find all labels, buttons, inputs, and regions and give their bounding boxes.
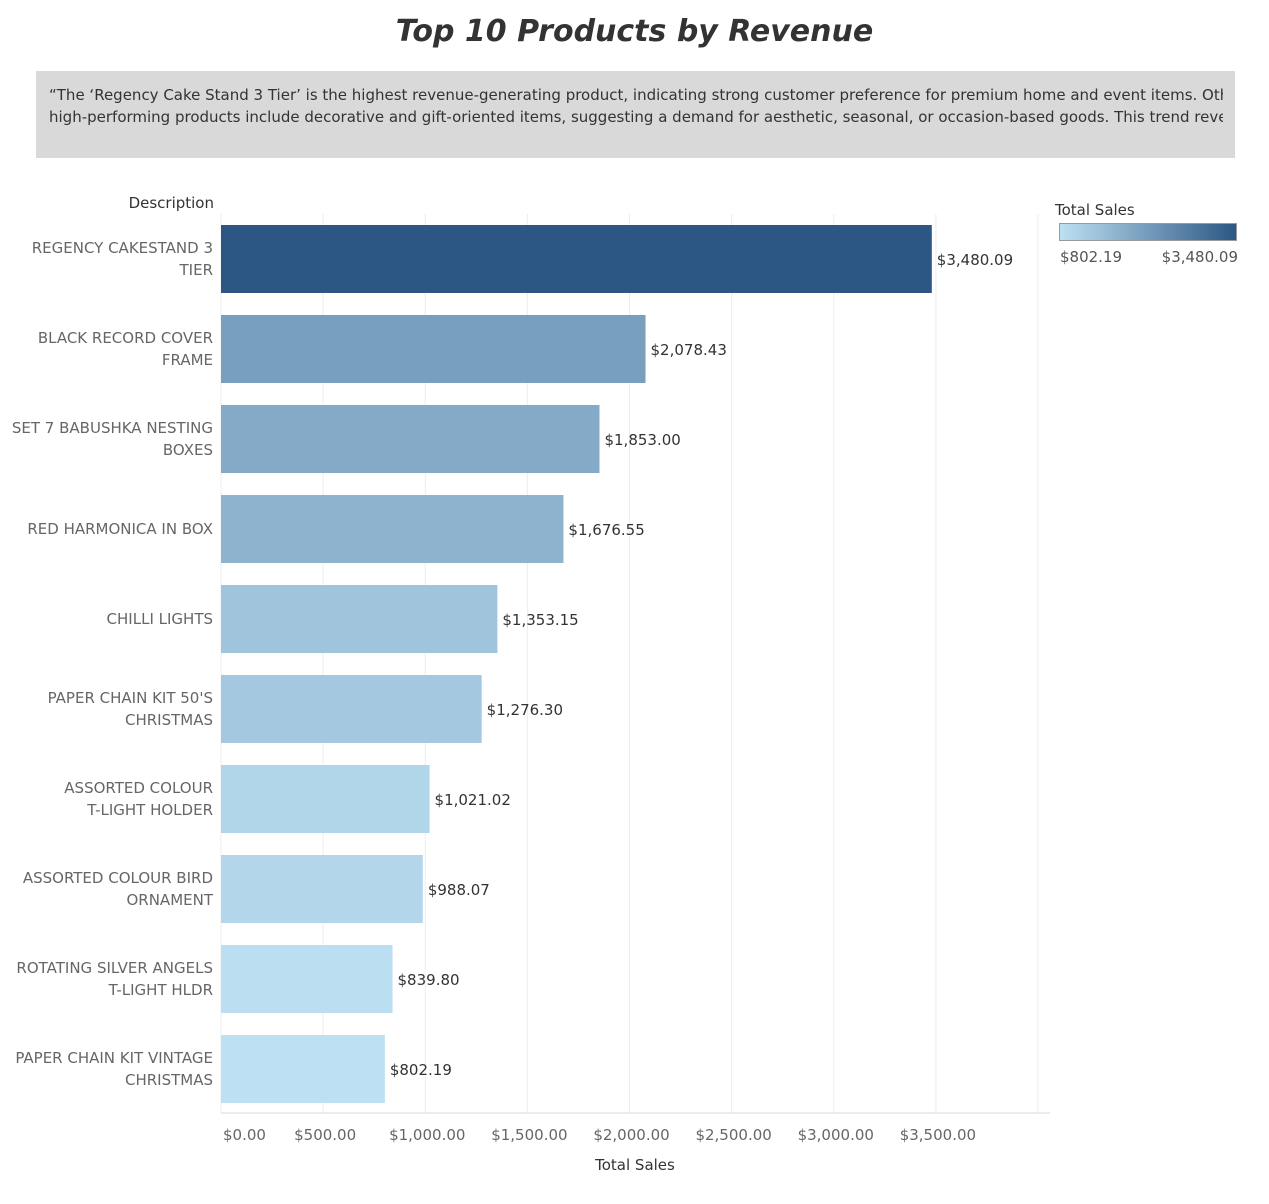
category-label: FRAME (162, 351, 213, 369)
x-tick-label: $2,500.00 (695, 1126, 771, 1144)
category-label: BOXES (163, 441, 213, 459)
category-label: REGENCY CAKESTAND 3 (32, 239, 213, 257)
category-label: T-LIGHT HLDR (108, 981, 213, 999)
bar (221, 225, 932, 293)
x-tick-label: $3,000.00 (798, 1126, 874, 1144)
category-label: ASSORTED COLOUR (64, 779, 213, 797)
x-tick-label: $1,500.00 (491, 1126, 567, 1144)
bar (221, 675, 482, 743)
bar-value-label: $988.07 (428, 881, 490, 899)
category-label: CHRISTMAS (125, 1071, 213, 1089)
bar-value-label: $2,078.43 (651, 341, 727, 359)
x-tick-label: $1,000.00 (389, 1126, 465, 1144)
bar-value-label: $1,353.15 (502, 611, 578, 629)
chart-title: Top 10 Products by Revenue (395, 14, 874, 49)
category-label: ORNAMENT (126, 891, 213, 909)
x-tick-label: $3,500.00 (900, 1126, 976, 1144)
category-label: RED HARMONICA IN BOX (27, 520, 213, 538)
category-label: ASSORTED COLOUR BIRD (23, 869, 213, 887)
bar (221, 405, 600, 473)
legend-max-label: $3,480.09 (1161, 248, 1238, 266)
bar-value-label: $3,480.09 (937, 251, 1013, 269)
x-tick-label: $0.00 (223, 1126, 266, 1144)
bar (221, 945, 393, 1013)
y-axis-title: Description (128, 194, 214, 212)
category-label: PAPER CHAIN KIT VINTAGE (15, 1049, 213, 1067)
caption-box: “The ‘Regency Cake Stand 3 Tier’ is the … (36, 71, 1235, 158)
x-tick-label: $500.00 (294, 1126, 356, 1144)
category-label: ROTATING SILVER ANGELS (16, 959, 213, 977)
bar (221, 585, 498, 653)
bar-value-label: $1,853.00 (604, 431, 680, 449)
caption-line-2: high-performing products include decorat… (49, 108, 1223, 126)
bar-value-label: $802.19 (390, 1061, 452, 1079)
bar (221, 1035, 385, 1103)
category-label: TIER (179, 261, 214, 279)
bar (221, 315, 646, 383)
bar-value-label: $1,276.30 (487, 701, 563, 719)
category-label: PAPER CHAIN KIT 50'S (48, 689, 213, 707)
legend-color-ramp (1059, 223, 1237, 241)
bar (221, 495, 564, 563)
bar-value-label: $1,021.02 (435, 791, 511, 809)
category-label: CHRISTMAS (125, 711, 213, 729)
legend-title: Total Sales (1055, 201, 1135, 219)
x-tick-label: $2,000.00 (593, 1126, 669, 1144)
category-label: T-LIGHT HOLDER (86, 801, 213, 819)
caption-line-1: “The ‘Regency Cake Stand 3 Tier’ is the … (49, 86, 1223, 104)
category-label: SET 7 BABUSHKA NESTING (12, 419, 213, 437)
legend-min-label: $802.19 (1060, 248, 1123, 266)
category-label: BLACK RECORD COVER (38, 329, 213, 347)
category-label: CHILLI LIGHTS (107, 610, 213, 628)
x-axis-title: Total Sales (595, 1156, 675, 1174)
bar (221, 855, 423, 923)
bar-value-label: $1,676.55 (568, 521, 644, 539)
bar (221, 765, 430, 833)
bar-value-label: $839.80 (398, 971, 460, 989)
